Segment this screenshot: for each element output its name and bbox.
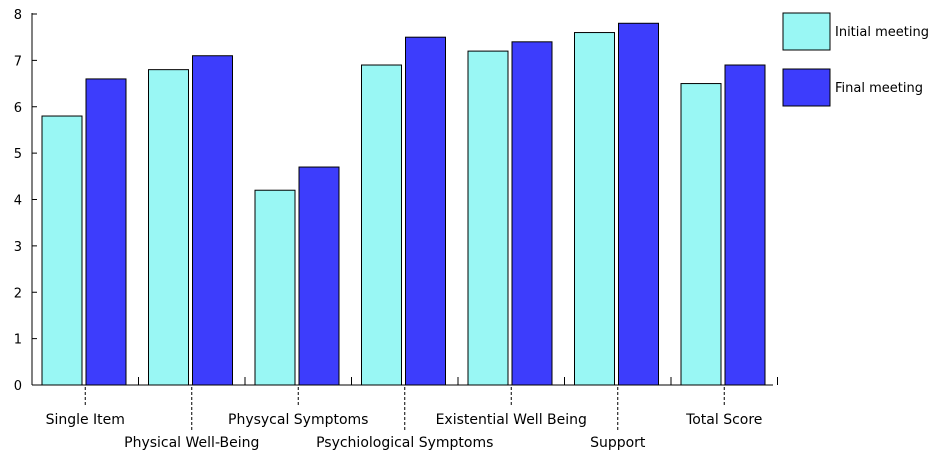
bar-initial <box>680 83 722 386</box>
y-tick-label: 6 <box>14 101 22 116</box>
y-tick-label: 7 <box>14 54 22 69</box>
category-label: Physical Well-Being <box>124 435 259 451</box>
y-tick-label: 8 <box>14 8 22 23</box>
y-tick-label: 2 <box>14 286 22 301</box>
category-label: Support <box>590 435 646 451</box>
y-tick-label: 3 <box>14 240 22 255</box>
category-label: Physycal Symptoms <box>228 412 368 428</box>
category-label: Single Item <box>46 412 125 428</box>
bar-initial <box>361 64 402 386</box>
bar-final <box>192 55 233 386</box>
bar-initial <box>574 32 615 386</box>
legend-label: Initial meeting <box>835 25 929 40</box>
bars <box>41 22 766 386</box>
bar-initial <box>254 189 296 386</box>
legend: Initial meeting Final meeting <box>782 12 929 107</box>
bar-initial <box>148 69 189 386</box>
bar-final <box>511 41 553 386</box>
category-label: Total Score <box>685 412 762 428</box>
y-tick-label: 0 <box>14 379 22 394</box>
y-axis: 0 1 2 3 4 5 6 7 8 <box>14 8 37 394</box>
y-tick-label: 1 <box>14 333 22 348</box>
y-tick-label: 4 <box>14 194 22 209</box>
legend-swatch <box>782 68 831 107</box>
legend-label: Final meeting <box>835 81 923 96</box>
bar-final <box>724 64 766 386</box>
bar-initial <box>467 50 509 386</box>
bar-final <box>85 78 127 386</box>
category-labels: Single Item Physical Well-Being Physycal S… <box>46 387 762 451</box>
y-tick-label: 5 <box>14 147 22 162</box>
category-label: Psychiological Symptoms <box>316 435 493 451</box>
bar-final <box>405 36 446 386</box>
bar-initial <box>41 115 83 386</box>
x-axis <box>32 377 778 386</box>
bar-final <box>298 166 340 386</box>
legend-swatch <box>782 12 831 51</box>
category-label: Existential Well Being <box>436 412 587 428</box>
bar-final <box>618 22 659 386</box>
